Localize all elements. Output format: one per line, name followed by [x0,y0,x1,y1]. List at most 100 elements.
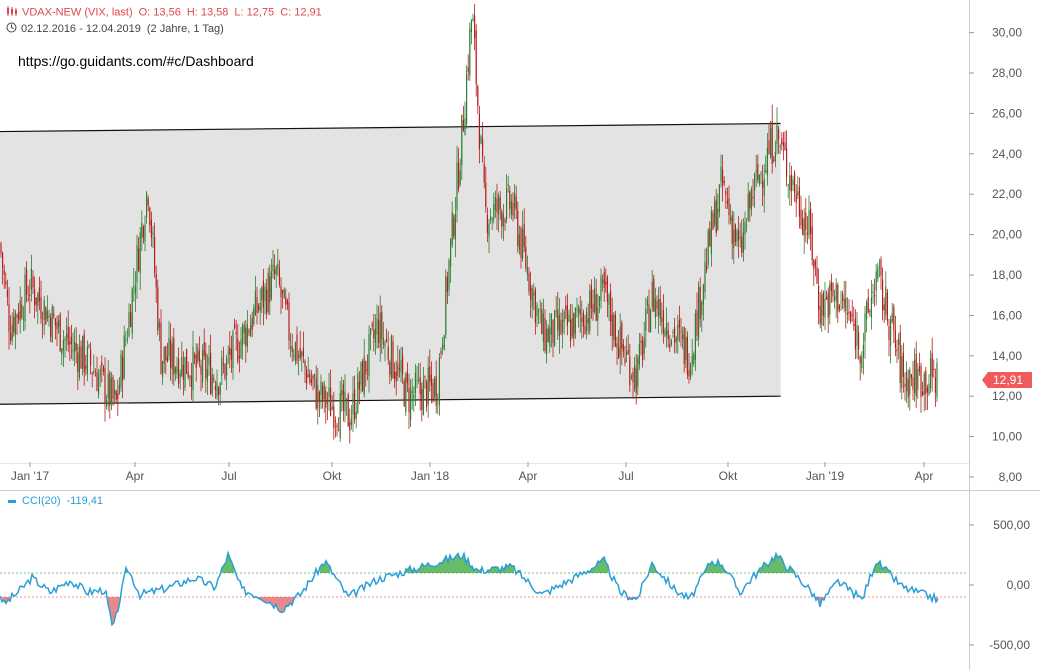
candle-body [648,304,650,332]
candle-body [581,317,583,322]
price-tick-label: 26,00 [992,106,1022,120]
candle-body [616,343,618,348]
candle-body [485,182,487,208]
candle-body [794,172,796,193]
candle-body [848,311,850,314]
candle-body [419,376,421,394]
candle-body [558,315,560,337]
candle-body [603,272,605,288]
candle-body [389,362,391,375]
candle-body [461,114,463,165]
price-tick-label: 8,00 [999,470,1023,484]
candle-body [258,306,260,310]
candle-body [16,314,18,318]
candle-body [501,211,503,227]
candle-body [43,300,45,320]
candle-body [440,350,442,354]
candle-body [202,350,204,383]
candle-body [155,273,157,288]
candle-body [930,357,932,388]
candle-body [936,362,938,397]
candle-body [570,319,572,341]
candle-body [750,189,752,211]
candle-body [832,283,834,297]
candle-body [488,223,490,237]
candle-body [901,356,903,389]
candle-body [626,351,628,355]
candle-body [646,299,648,306]
candle-body [11,324,13,341]
candle-body [45,307,47,325]
candle-body [568,314,570,322]
candle-body [421,389,423,410]
candle-body [133,285,135,287]
candle-body [253,308,255,324]
candle-body [917,369,919,390]
candle-body [355,411,357,419]
candle-body [134,286,136,294]
channel-lower-line[interactable] [0,395,781,405]
candle-body [920,366,922,397]
candle-body [429,366,431,382]
candle-body [874,295,876,297]
candle-body [690,363,692,378]
candle-body [565,305,567,310]
candle-body [157,287,159,331]
candle-body [42,324,44,326]
candle-body [10,332,12,342]
candle-body [643,337,645,354]
candle-body [586,311,588,332]
candle-body [290,346,292,348]
candle-body [890,319,892,347]
channel-upper-line[interactable] [0,122,781,133]
candle-body [781,138,783,145]
candle-body [370,328,372,335]
candle-body [299,347,301,359]
candle-body [634,365,636,389]
candle-body [48,314,50,318]
candle-body [298,355,300,358]
candle-body [810,208,812,234]
candle-body [600,275,602,301]
price-tick-label: 18,00 [992,268,1022,282]
candle-body [614,314,616,347]
candle-body [402,355,404,375]
candle-body [208,357,210,365]
candle-body [520,228,522,259]
period-label: (2 Jahre, 1 Tag) [146,22,224,35]
candle-body [168,337,170,357]
candle-body [64,338,66,342]
candle-body [294,341,296,362]
date-range[interactable]: 02.12.2016 - 12.04.2019 [21,22,141,35]
candle-body [546,328,548,355]
candle-body [363,356,365,395]
instrument-name[interactable]: VDAX-NEW (VIX, last) [22,6,133,19]
candle-body [722,169,724,185]
candle-body [394,372,396,379]
candle-body [667,330,669,340]
candle-body [533,292,535,296]
last-price-tag-label: 12,91 [993,373,1023,387]
candle-body [776,123,778,145]
candle-body [843,298,845,309]
candle-body [280,285,282,298]
candle-body [171,343,173,370]
candle-body [326,402,328,404]
candle-body [184,357,186,388]
candle-body [198,350,200,362]
cci-name[interactable]: CCI(20) [22,495,61,507]
candle-body [162,360,164,377]
candle-body [381,311,383,339]
candle-body [438,357,440,406]
candle-body [754,173,756,191]
candle-body [669,344,671,348]
candle-body [838,305,840,310]
candle-body [523,224,525,248]
candle-body [278,267,280,285]
candle-body [704,261,706,293]
candle-body [109,373,111,406]
price-tick-label: 14,00 [992,349,1022,363]
cci-line[interactable] [0,550,939,627]
candle-body [307,374,309,378]
